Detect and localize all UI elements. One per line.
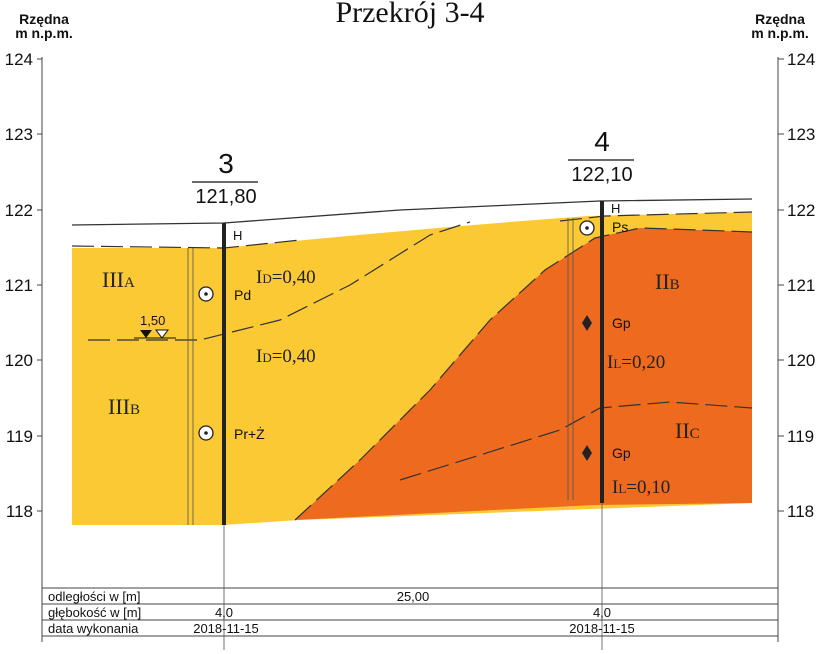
layer-label-main: II <box>655 269 670 294</box>
layer-label-sub: B <box>130 402 140 418</box>
table-distance-value: 25,00 <box>397 589 430 604</box>
clay-top-dashed-line <box>294 227 753 521</box>
borehole-4-elevation: 122,10 <box>571 164 632 186</box>
sand-top-dashed-line-right <box>559 211 753 222</box>
param-value: =0,40 <box>272 267 316 288</box>
borehole-3-column <box>222 223 226 525</box>
borehole-3-top-label: H <box>233 228 242 243</box>
right-tick-label: 121 <box>787 276 815 295</box>
borehole-4-sample-label: Gp <box>612 315 631 331</box>
section-title: Przekrój 3-4 <box>335 0 484 29</box>
param-main: I <box>256 346 262 367</box>
right-axis-ticks <box>778 58 784 512</box>
circle-dot-icon <box>198 425 214 441</box>
clay-internal-dashed-line <box>399 401 753 481</box>
clay-layer <box>295 228 752 520</box>
right-tick-label: 122 <box>787 201 815 220</box>
param-sub: L <box>618 481 626 496</box>
borehole-3-elevation: 121,80 <box>195 186 256 208</box>
layer-label-sub: B <box>670 277 680 293</box>
table-row-label-distance: odległości w [m] <box>48 589 140 604</box>
param-id-lower: ID=0,40 <box>256 346 316 367</box>
layer-label-main: III <box>108 394 130 419</box>
circle-dot-icon <box>198 286 214 302</box>
ground-surface-line <box>71 198 753 226</box>
layer-label-iiib: IIIB <box>108 394 140 419</box>
left-tick-label: 119 <box>6 427 33 446</box>
table-row-label-depth: głębokość w [m] <box>48 605 141 620</box>
param-il-upper: IL=0,20 <box>607 352 665 373</box>
borehole-3-number: 3 <box>218 148 234 179</box>
table-row-label-date: data wykonania <box>48 621 139 636</box>
borehole-3-sample-label: Pr+Ż <box>234 425 265 442</box>
water-level-icon <box>140 330 152 338</box>
borehole-4-top-label: H <box>611 201 620 216</box>
param-sub: L <box>613 356 621 371</box>
diamond-icon <box>582 315 592 331</box>
right-axis-label-line2: m n.p.m. <box>751 25 809 41</box>
param-sub: D <box>262 271 271 286</box>
table-depth-value-3: 4,0 <box>215 605 233 620</box>
left-axis-label-line2: m n.p.m. <box>15 25 73 41</box>
borehole-4-column <box>600 201 604 503</box>
right-tick-label: 120 <box>787 351 815 370</box>
left-tick-label: 120 <box>5 351 33 370</box>
param-id-upper: ID=0,40 <box>256 267 316 288</box>
right-axis-label-line1: Rzędna <box>755 11 805 27</box>
left-tick-label: 123 <box>5 125 33 144</box>
left-tick-label: 121 <box>5 276 33 295</box>
layer-label-iiia: IIIA <box>102 267 135 292</box>
param-sub: D <box>262 350 271 365</box>
layer-label-sub: C <box>690 426 700 442</box>
table-date-value-4: 2018-11-15 <box>569 621 635 636</box>
param-main: I <box>612 477 618 498</box>
param-main: I <box>607 352 613 373</box>
layer-label-main: III <box>102 267 124 292</box>
table-date-value-3: 2018-11-15 <box>193 621 259 636</box>
right-tick-label: 124 <box>787 50 815 69</box>
left-axis-label-line1: Rzędna <box>19 11 69 27</box>
borehole-4-sample-label: Ps <box>612 219 628 235</box>
borehole-4-sample-label: Gp <box>612 445 631 461</box>
right-tick-label: 123 <box>787 125 815 144</box>
layer-label-iib: IIB <box>655 269 680 294</box>
left-tick-label: 122 <box>5 201 33 220</box>
left-axis-ticks <box>37 58 42 512</box>
param-main: I <box>256 267 262 288</box>
right-tick-label: 119 <box>787 427 814 446</box>
layer-label-iic: IIC <box>675 418 700 443</box>
water-level-icon <box>155 329 169 339</box>
param-value: =0,40 <box>272 346 316 367</box>
diamond-icon <box>582 445 592 461</box>
layer-label-sub: A <box>124 275 135 291</box>
borehole-4-number: 4 <box>594 126 610 157</box>
layer-boundary-dashed-line <box>88 221 471 341</box>
right-tick-label: 118 <box>787 502 814 521</box>
param-il-lower: IL=0,10 <box>612 477 670 498</box>
water-level-value: 1,50 <box>140 313 165 328</box>
circle-dot-icon <box>579 220 595 236</box>
layer-label-main: II <box>675 418 690 443</box>
left-tick-label: 124 <box>5 50 33 69</box>
left-tick-label: 118 <box>6 502 33 521</box>
info-table <box>42 587 778 637</box>
param-value: =0,20 <box>621 352 665 373</box>
table-depth-value-4: 4,0 <box>593 605 611 620</box>
borehole-3-sample-label: Pd <box>234 287 251 303</box>
param-value: =0,10 <box>626 477 670 498</box>
